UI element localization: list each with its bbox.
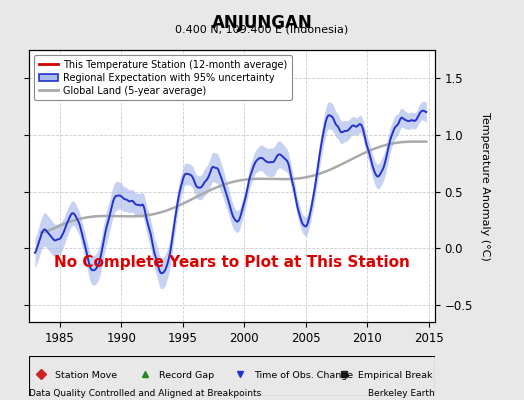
Text: Station Move: Station Move (55, 372, 117, 380)
Text: ANJUNGAN: ANJUNGAN (212, 14, 312, 32)
Text: No Complete Years to Plot at This Station: No Complete Years to Plot at This Statio… (54, 255, 410, 270)
Text: Data Quality Controlled and Aligned at Breakpoints: Data Quality Controlled and Aligned at B… (29, 389, 261, 398)
Text: Time of Obs. Change: Time of Obs. Change (254, 372, 353, 380)
Text: 0.400 N, 109.400 E (Indonesia): 0.400 N, 109.400 E (Indonesia) (176, 24, 348, 34)
Text: Record Gap: Record Gap (159, 372, 214, 380)
Text: Empirical Break: Empirical Break (358, 372, 432, 380)
Y-axis label: Temperature Anomaly (°C): Temperature Anomaly (°C) (480, 112, 490, 260)
Text: Berkeley Earth: Berkeley Earth (368, 389, 435, 398)
Legend: This Temperature Station (12-month average), Regional Expectation with 95% uncer: This Temperature Station (12-month avera… (34, 55, 292, 100)
